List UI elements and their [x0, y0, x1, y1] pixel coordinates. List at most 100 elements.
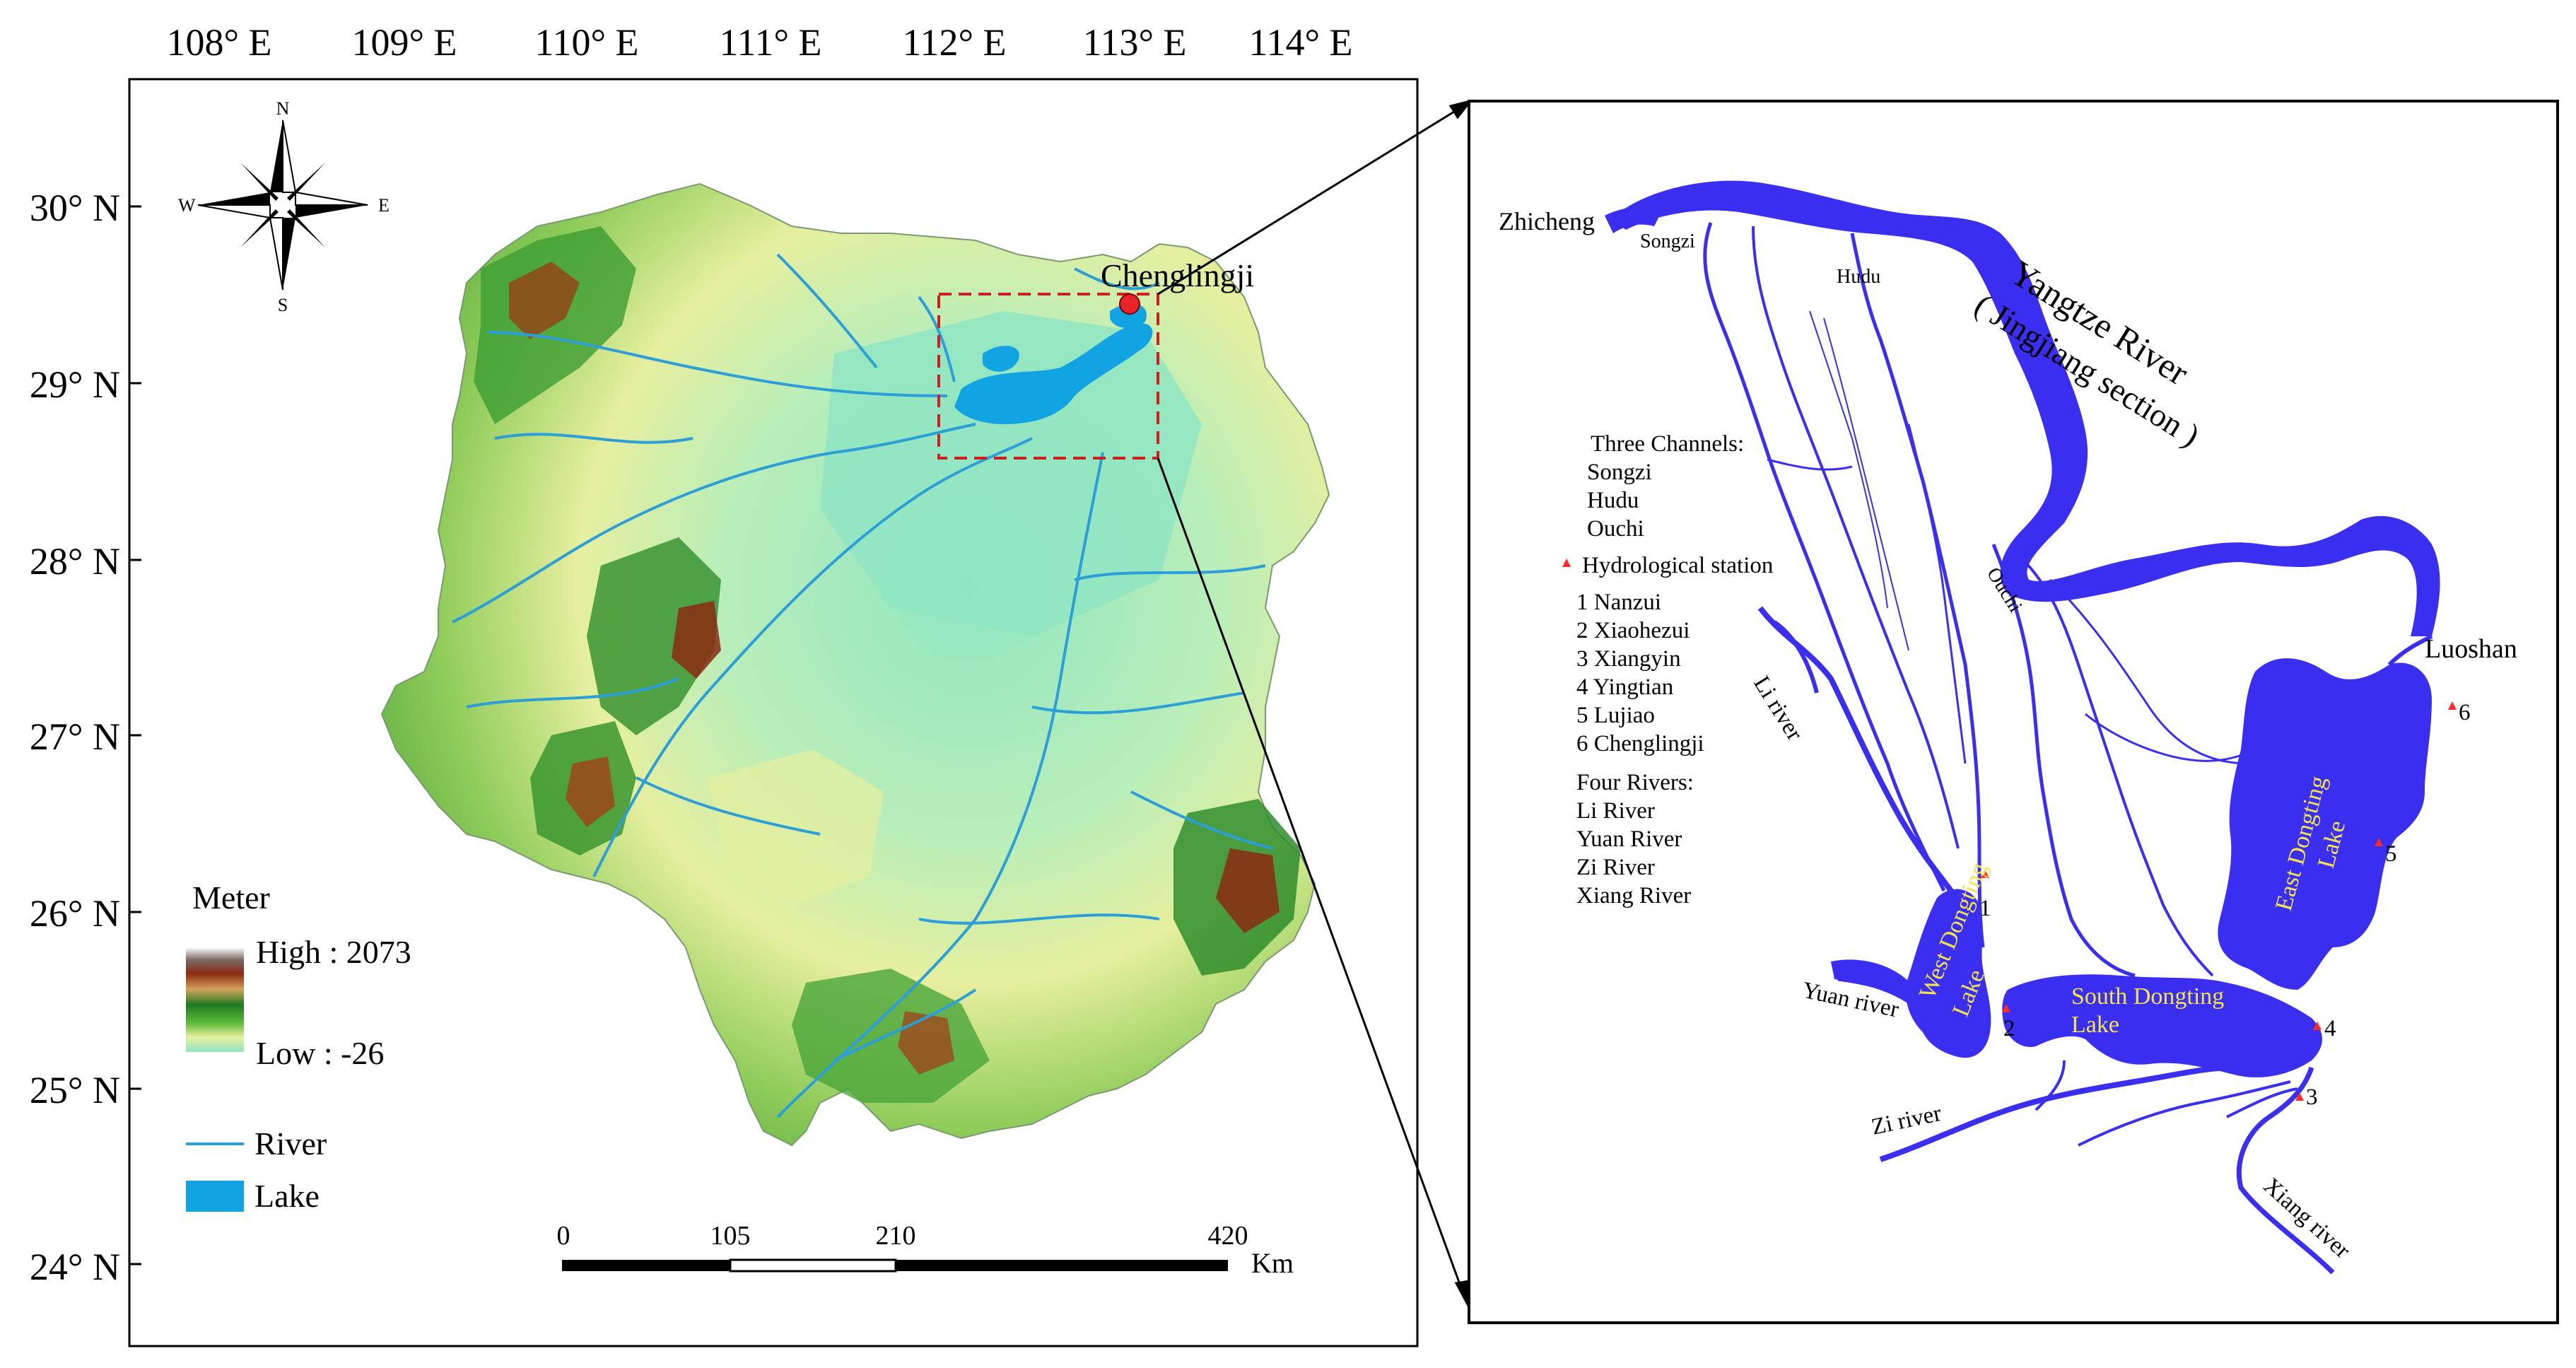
- scale-bar: 0 105 210 420 Km: [557, 1221, 1294, 1279]
- zhicheng-label: Zhicheng: [1499, 207, 1595, 235]
- compass-rose: N S E W: [178, 98, 390, 315]
- compass-n: N: [276, 98, 290, 119]
- scale-tick-0: 0: [557, 1221, 570, 1251]
- lake-west: [983, 346, 1019, 372]
- lat-label-24: 24° N: [30, 1246, 120, 1288]
- lon-label-110: 110° E: [534, 21, 638, 64]
- legend-lake: Lake: [254, 1178, 320, 1214]
- inset-legend: Three Channels: Songzi Hudu Ouchi Hydrol…: [1576, 431, 1773, 908]
- central-west-peaks: [672, 601, 721, 679]
- south-mountains: [792, 969, 990, 1103]
- xiang-river: [2236, 1066, 2335, 1275]
- luoshan-reach: [2387, 634, 2433, 667]
- river-yuan-entry: Yuan River: [1576, 826, 1682, 852]
- lon-label-114: 114° E: [1248, 21, 1352, 64]
- station-1-number: 1: [1979, 896, 1991, 921]
- legend-title: Meter: [192, 879, 270, 916]
- four-rivers-title: Four Rivers:: [1576, 770, 1694, 795]
- legend-station-marker: [1562, 559, 1571, 567]
- lake-main: [954, 323, 1153, 424]
- lon-label-108: 108° E: [166, 21, 271, 64]
- scale-tick-210: 210: [876, 1221, 916, 1251]
- ouchi-channel-1: [1991, 544, 2136, 978]
- ouchi-channel-4: [2085, 713, 2256, 762]
- dongting-lake-left: [954, 303, 1153, 424]
- river-trib-4: [918, 913, 1160, 925]
- lon-label-113: 113° E: [1082, 21, 1186, 64]
- hudu-label: Hudu: [1837, 266, 1880, 288]
- river-yuan: [452, 423, 976, 624]
- hydrological-stations: [1562, 559, 2457, 1101]
- study-area-box: [937, 293, 1159, 460]
- central-lowland: [820, 311, 1202, 636]
- river-trib-3: [1031, 691, 1245, 715]
- channel-songzi: Songzi: [1587, 460, 1652, 485]
- river-li-entry: Li River: [1576, 798, 1655, 824]
- compass-w: W: [178, 195, 196, 216]
- xiang-river-branch: [2226, 1087, 2298, 1118]
- zi-river: [1879, 1065, 2235, 1162]
- southeast-peaks: [1216, 848, 1280, 933]
- station-6-marker: [2448, 701, 2457, 710]
- scale-unit: Km: [1251, 1247, 1294, 1279]
- station-6-number: 6: [2459, 700, 2471, 725]
- south-dongting-label-1: South Dongting: [2071, 983, 2224, 1010]
- station-2-number: 2: [2003, 1016, 2015, 1041]
- south-dongting-lake: [2002, 974, 2322, 1077]
- station-5-marker: [2375, 838, 2383, 846]
- channel-thin-1: [1809, 310, 1888, 609]
- scale-seg-1: [562, 1260, 730, 1271]
- lat-label-26: 26° N: [30, 892, 120, 935]
- station-nanzui: 1 Nanzui: [1576, 590, 1661, 615]
- river-xiang: [776, 452, 1104, 1118]
- river-trib-2: [466, 677, 679, 708]
- elevation-color-bar: [186, 947, 244, 1052]
- scale-seg-3: [896, 1260, 1228, 1271]
- river-xiang-entry: Xiang River: [1576, 883, 1691, 908]
- lat-label-29: 29° N: [30, 363, 120, 406]
- lon-label-111: 111° E: [719, 21, 821, 64]
- channel-ouchi: Ouchi: [1587, 516, 1644, 542]
- station-4-marker: [2313, 1022, 2322, 1030]
- chenglingji-marker: [1119, 293, 1140, 315]
- lat-label-27: 27° N: [30, 715, 120, 758]
- river-trib-8: [1074, 267, 1160, 291]
- station-5-number: 5: [2385, 841, 2397, 867]
- river-trib-6: [776, 253, 878, 369]
- lon-label-112: 112° E: [902, 21, 1006, 64]
- compass-s: S: [278, 295, 288, 315]
- station-xiangyin: 3 Xiangyin: [1576, 646, 1681, 672]
- western-mountains: [474, 226, 636, 424]
- left-map-frame: [128, 78, 1419, 1347]
- central-upland: [707, 749, 884, 905]
- axis-ticks: [129, 205, 141, 1265]
- longitude-labels: 108° E 109° E 110° E 111° E 112° E 113° …: [166, 21, 1352, 64]
- channels: [1703, 222, 2433, 1275]
- scale-seg-2: [729, 1258, 897, 1273]
- channel-thin-3: [1907, 423, 1967, 764]
- yangtze-river: [1612, 180, 2440, 637]
- three-channels-title: Three Channels:: [1591, 431, 1744, 457]
- western-peaks: [509, 262, 580, 339]
- south-peaks: [898, 1011, 954, 1075]
- legend-high: High : 2073: [256, 934, 411, 970]
- li-river-upper: [1773, 620, 1819, 694]
- hudu-channel: [1850, 233, 1985, 948]
- channel-thin-2: [1823, 317, 1909, 651]
- lat-label-30: 30° N: [30, 187, 120, 229]
- yangtze-upstream: [1605, 207, 1661, 233]
- compass-e: E: [378, 195, 390, 216]
- ouchi-channel-3: [2049, 578, 2249, 765]
- station-xiaohezui: 2 Xiaohezui: [1576, 618, 1690, 643]
- station-numbers: 1 2 3 4 5 6: [1979, 700, 2471, 1110]
- east-dongting-lake: [2218, 658, 2432, 990]
- legend-river: River: [254, 1126, 327, 1162]
- station-yingtian: 4 Yingtian: [1576, 674, 1673, 700]
- station-1-marker: [1981, 870, 1989, 878]
- station-3-marker: [2295, 1092, 2304, 1101]
- west-dongting-lake: [1906, 889, 1991, 1058]
- elevation-map: [380, 182, 1330, 1147]
- legend-low: Low : -26: [256, 1035, 384, 1071]
- river-trib-7: [918, 296, 956, 382]
- lat-label-28: 28° N: [30, 540, 120, 583]
